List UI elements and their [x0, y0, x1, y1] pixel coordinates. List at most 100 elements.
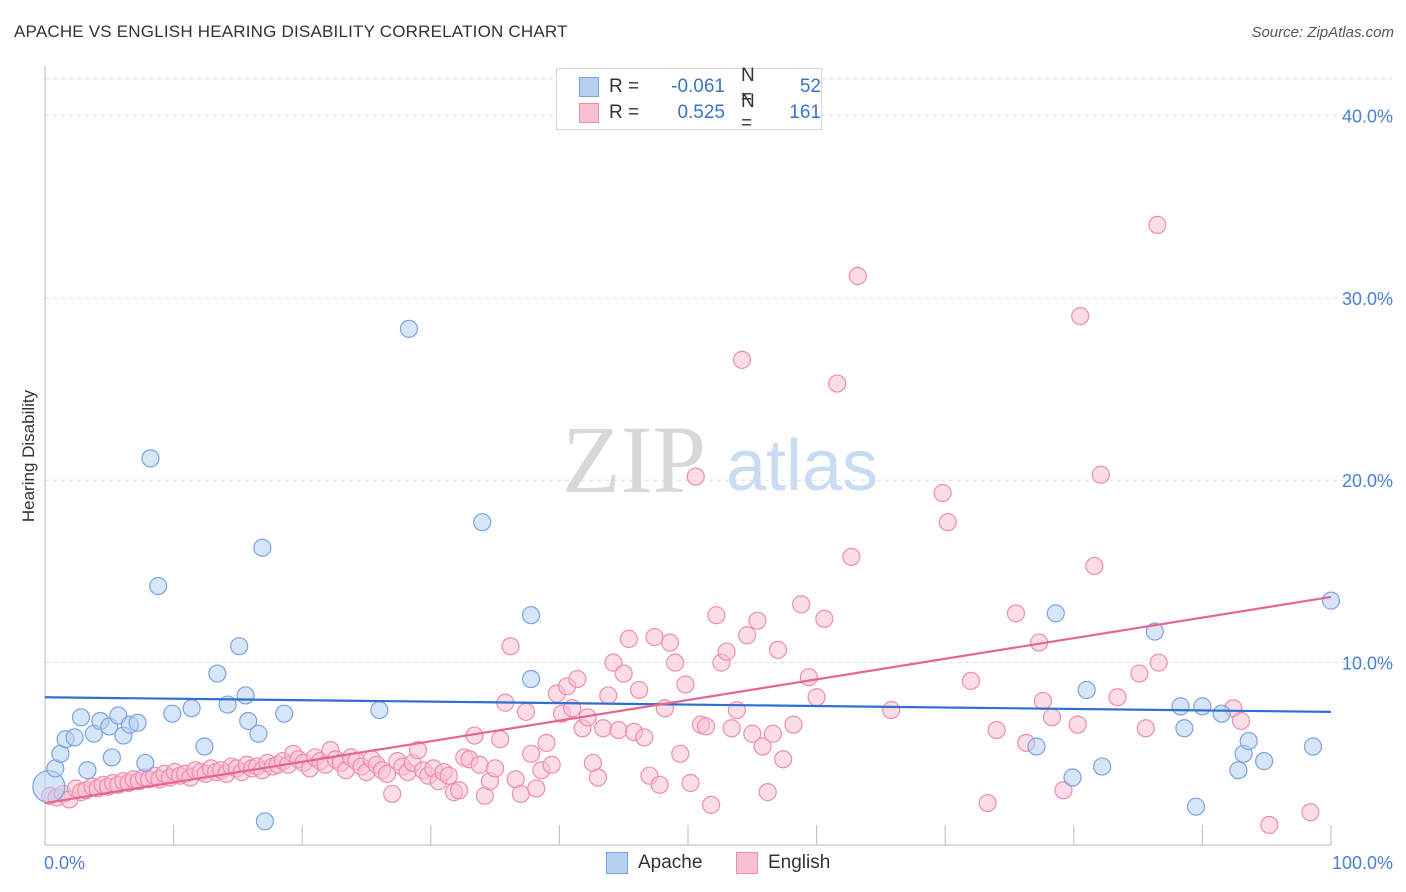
apache-swatch	[579, 77, 599, 97]
english-point	[594, 719, 613, 738]
english-point	[848, 266, 867, 286]
y-axis-label: Hearing Disability	[19, 389, 38, 522]
apache-point	[182, 699, 201, 718]
apache-point	[230, 637, 249, 656]
english-point	[645, 627, 664, 647]
english-point	[1091, 465, 1110, 484]
legend-item-english[interactable]: English	[736, 852, 830, 874]
english-point	[978, 793, 997, 813]
y-tick-label: 20.0%	[1342, 471, 1393, 491]
english-point	[1301, 803, 1320, 822]
apache-point	[370, 700, 389, 720]
english-point	[961, 671, 981, 690]
english-point	[792, 595, 811, 614]
apache-point	[1255, 752, 1274, 771]
apache-r-value: -0.061	[671, 76, 725, 97]
english-point	[383, 784, 402, 804]
apache-point	[253, 538, 272, 557]
english-point	[696, 717, 716, 736]
english-point	[1033, 691, 1053, 711]
english-point	[671, 744, 690, 763]
english-point	[768, 640, 788, 659]
english-point	[470, 755, 489, 774]
english-point	[1130, 664, 1149, 683]
english-point	[501, 637, 520, 656]
apache-r-label: R =	[609, 76, 640, 97]
english-point	[681, 773, 700, 793]
tick-labels: 10.0% 20.0% 30.0% 40.0% 0.0% 100.0%	[44, 106, 1393, 873]
y-tick-label: 30.0%	[1342, 289, 1393, 309]
english-point	[987, 720, 1006, 740]
apache-point	[71, 708, 91, 727]
x-tick-label: 0.0%	[44, 853, 85, 873]
apache-point	[1077, 680, 1096, 700]
apache-point	[141, 449, 160, 468]
apache-point	[1303, 737, 1323, 756]
english-point	[537, 733, 556, 752]
english-n-value: 161	[789, 102, 821, 123]
apache-point	[275, 704, 294, 723]
grid-lines	[45, 78, 1392, 664]
watermark: ZIP atlas	[562, 406, 878, 513]
apache-legend-label: Apache	[638, 852, 703, 873]
english-point	[842, 547, 861, 566]
apache-point	[102, 748, 121, 767]
english-point	[635, 728, 654, 747]
english-point	[933, 483, 952, 503]
apache-point	[249, 724, 268, 743]
english-point	[599, 686, 618, 705]
english-point	[408, 741, 428, 760]
english-point	[1042, 708, 1062, 727]
english-n-label: N =	[741, 91, 755, 134]
legend-item-apache[interactable]: Apache	[606, 852, 702, 874]
english-point	[660, 633, 680, 652]
english-point	[630, 680, 649, 700]
english-point	[748, 611, 767, 630]
english-point	[614, 664, 633, 683]
apache-point	[65, 728, 84, 747]
english-r-value: 0.525	[677, 102, 725, 123]
english-point	[1054, 781, 1073, 800]
english-point	[784, 715, 803, 734]
english-point	[619, 629, 638, 649]
english-point	[542, 755, 561, 774]
english-point	[882, 700, 901, 720]
apache-point	[1229, 761, 1248, 780]
english-point	[732, 350, 752, 369]
apache-point	[1092, 757, 1112, 776]
apache-point	[473, 513, 492, 532]
english-point	[1136, 719, 1155, 738]
apache-point	[1063, 768, 1082, 787]
english-series	[41, 215, 1320, 835]
english-point	[743, 724, 762, 743]
apache-point	[149, 576, 168, 596]
english-point	[774, 750, 793, 769]
english-point	[1006, 604, 1026, 623]
apache-point	[1212, 704, 1231, 723]
english-point	[516, 702, 536, 721]
chart-title: APACHE VS ENGLISH HEARING DISABILITY COR…	[14, 22, 568, 41]
apache-point	[399, 319, 419, 338]
axes	[44, 66, 1332, 846]
english-swatch	[579, 103, 599, 123]
english-point	[522, 744, 541, 763]
apache-point	[208, 664, 227, 683]
apache-n-label: N =	[741, 65, 755, 108]
english-point	[1260, 815, 1279, 835]
watermark-atlas: atlas	[726, 426, 878, 506]
apache-point	[255, 812, 275, 831]
english-point	[702, 795, 721, 814]
x-tick-label: 100.0%	[1332, 853, 1393, 873]
legend-row-apache: R = -0.061 N = 52	[579, 65, 821, 108]
english-point	[666, 653, 685, 672]
english-point	[1231, 711, 1251, 731]
apache-point	[1239, 731, 1258, 751]
english-point	[1085, 556, 1104, 576]
english-legend-swatch	[736, 852, 758, 874]
apache-point	[163, 704, 182, 723]
english-point	[799, 668, 818, 687]
apache-point	[1193, 697, 1212, 716]
apache-point	[1186, 797, 1206, 816]
y-tick-label: 10.0%	[1342, 654, 1393, 674]
